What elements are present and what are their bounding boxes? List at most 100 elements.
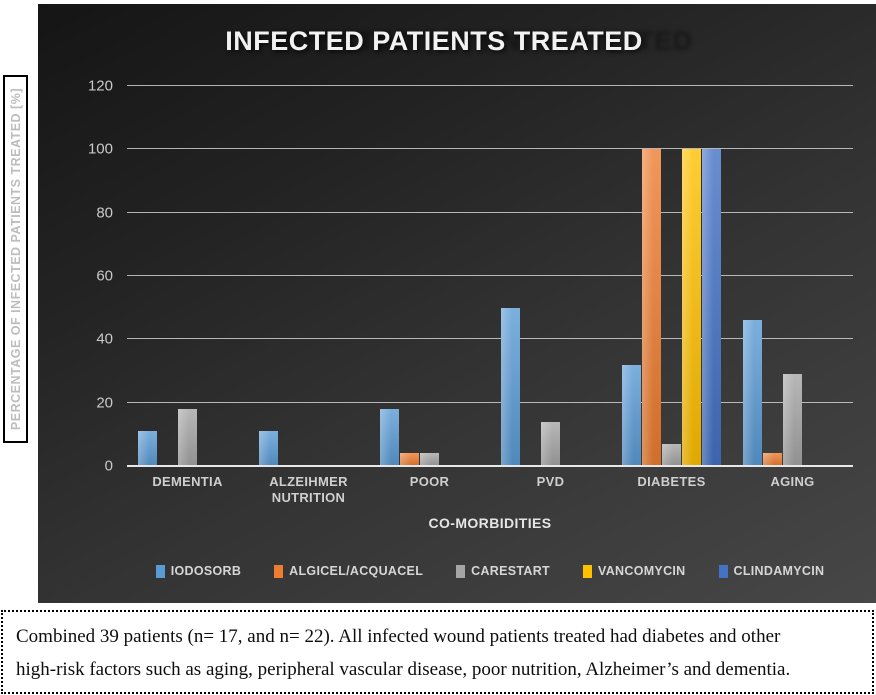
bar-slot-vancomycin [561,86,581,466]
bar-group-alzeihmer-nutrition [248,86,369,466]
bar-slot-carestart [299,86,319,466]
bar-slot-carestart [178,86,198,466]
bar-iodosorb-pvd [501,307,520,466]
x-category-label-alzeihmer-nutrition: ALZEIHMER NUTRITION [269,474,348,506]
bar-iodosorb-alzeihmer-nutrition [259,431,278,466]
legend: IODOSORB ALGICEL/ACQUACEL CARESTART VANCOMY… [127,564,853,578]
bar-slot-clindamycin [581,86,601,466]
caption-line-2: high-risk factors such as aging, periphe… [16,658,791,680]
bar-slot-clindamycin [218,86,238,466]
bar-slot-vancomycin [803,86,823,466]
legend-label: IODOSORB [170,564,242,578]
bar-carestart-dementia [178,409,197,466]
x-category-labels: DEMENTIA ALZEIHMER NUTRITION POOR PVD DIABET… [127,474,853,507]
y-tick-label-60: 60 [96,267,113,285]
chart-title-shadow: INFECTED PATIENTS TREATED [275,26,693,56]
bar-slot-carestart [541,86,561,466]
gridline-60 [127,275,853,276]
bar-slot-iodosorb [622,86,642,466]
y-tick-label-0: 0 [104,457,113,475]
legend-label: CLINDAMYCIN [733,564,825,578]
bar-algicel-acquacel-diabetes [642,149,661,466]
bar-slot-algicel-acquacel [521,86,541,466]
bar-group-pvd [490,86,611,466]
figure-caption: Combined 39 patients (n= 17, and n= 22).… [1,610,874,694]
bar-slot-iodosorb [501,86,521,466]
legend-item-carestart: CARESTART [456,564,550,578]
bar-slot-carestart [783,86,803,466]
y-tick-label-80: 80 [96,204,113,222]
bar-slot-clindamycin [823,86,843,466]
gridline-20 [127,401,853,403]
bar-iodosorb-poor [380,409,399,466]
bar-carestart-aging [783,374,802,466]
legend-item-clindamycin: CLINDAMYCIN [718,564,825,578]
gridline-80 [127,211,853,213]
gridline-100 [127,148,853,150]
legend-swatch-icon [718,564,728,578]
x-axis-title: CO-MORBIDITIES [428,515,552,531]
bar-slot-carestart [662,86,682,466]
legend-label: VANCOMYCIN [598,564,686,578]
bar-group-dementia [127,86,248,466]
bar-slot-algicel-acquacel [763,86,783,466]
bar-algicel-acquacel-poor [400,453,419,466]
y-axis-title-box: PERCENTAGE OF INFECTED PATIENTS TREATED … [3,75,28,443]
bar-slot-iodosorb [743,86,763,466]
bar-slot-iodosorb [138,86,158,466]
x-category-label-poor: POOR [409,474,450,489]
bar-iodosorb-diabetes [622,364,641,466]
bar-carestart-poor [420,453,439,466]
legend-item-vancomycin: VANCOMYCIN [583,564,686,578]
bar-iodosorb-aging [743,320,762,466]
x-category-label-aging: AGING [770,474,815,489]
bar-iodosorb-dementia [138,431,157,466]
legend-swatch-icon [274,564,284,578]
bar-slot-vancomycin [440,86,460,466]
bar-slot-clindamycin [702,86,722,466]
y-tick-label-20: 20 [96,394,113,412]
bar-slot-algicel-acquacel [279,86,299,466]
bar-slot-clindamycin [339,86,359,466]
bar-groups [127,86,853,466]
chart-panel: INFECTED PATIENTS TREATED INFECTED PATIE… [38,4,876,603]
y-axis-title: PERCENTAGE OF INFECTED PATIENTS TREATED … [8,87,23,431]
legend-swatch-icon [456,564,466,578]
y-tick-label-40: 40 [96,330,113,348]
bar-slot-algicel-acquacel [400,86,420,466]
legend-swatch-icon [155,564,165,578]
gridline-40 [127,338,853,340]
legend-item-algicel-acquacel: ALGICEL/ACQUACEL [274,564,423,578]
x-category-label-diabetes: DIABETES [637,474,706,489]
bar-vancomycin-diabetes [682,149,701,466]
bar-carestart-pvd [541,421,560,466]
chart-title-area: INFECTED PATIENTS TREATED INFECTED PATIE… [38,26,876,66]
bar-group-aging [732,86,853,466]
legend-swatch-icon [583,564,592,578]
gridline-120 [127,85,853,86]
bar-slot-vancomycin [198,86,218,466]
x-axis-line [127,465,853,467]
legend-item-iodosorb: IODOSORB [155,564,242,578]
bar-clindamycin-diabetes [702,149,721,466]
bar-group-diabetes [611,86,732,466]
bar-algicel-acquacel-aging [763,453,782,466]
bar-slot-vancomycin [319,86,339,466]
bar-slot-algicel-acquacel [642,86,662,466]
caption-line-1: Combined 39 patients (n= 17, and n= 22).… [16,626,781,647]
plot-area: 0 20 40 60 80 100 120 [88,79,853,474]
bar-slot-vancomycin [682,86,702,466]
y-tick-label-120: 120 [87,77,113,95]
chart-title: INFECTED PATIENTS TREATED [225,26,643,56]
bar-carestart-diabetes [662,443,681,466]
bar-slot-iodosorb [380,86,400,466]
legend-label: CARESTART [471,564,550,578]
bar-group-poor [369,86,490,466]
y-tick-label-100: 100 [87,140,113,158]
bar-slot-algicel-acquacel [158,86,178,466]
bar-slot-iodosorb [259,86,279,466]
x-category-label-dementia: DEMENTIA [152,474,223,489]
bar-slot-carestart [420,86,440,466]
bar-slot-clindamycin [460,86,480,466]
